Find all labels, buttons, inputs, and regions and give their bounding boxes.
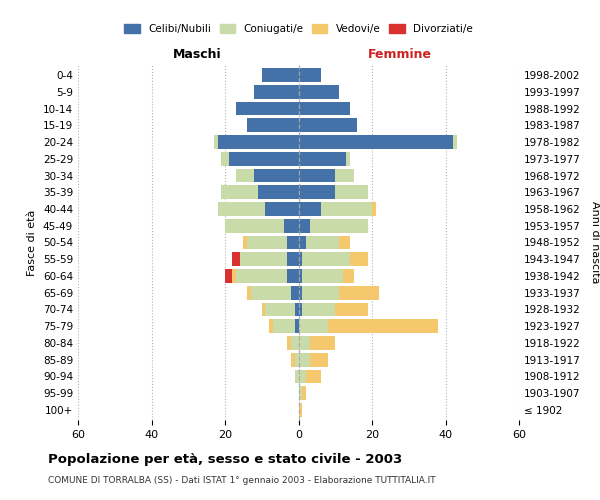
Text: Maschi: Maschi (173, 48, 221, 62)
Bar (299, 135, 453, 149)
Bar (306, 236, 339, 250)
Bar (310, 219, 368, 232)
Bar (295, 370, 299, 384)
Bar (299, 219, 310, 232)
Bar (262, 302, 265, 316)
Bar (339, 236, 350, 250)
Bar (254, 85, 299, 98)
Bar (232, 269, 236, 283)
Bar (310, 353, 328, 366)
Bar (232, 252, 240, 266)
Bar (265, 302, 295, 316)
Bar (299, 336, 310, 350)
Bar (265, 202, 299, 216)
Bar (295, 302, 299, 316)
Bar (335, 168, 353, 182)
Bar (247, 286, 251, 300)
Bar (254, 168, 299, 182)
Bar (302, 252, 350, 266)
Bar (299, 386, 302, 400)
Bar (299, 202, 320, 216)
Bar (229, 152, 299, 166)
Bar (299, 403, 302, 417)
Bar (299, 118, 358, 132)
Bar (287, 336, 291, 350)
Bar (269, 320, 273, 333)
Bar (299, 152, 346, 166)
Bar (225, 219, 284, 232)
Bar (335, 186, 368, 199)
Bar (225, 269, 232, 283)
Bar (247, 236, 287, 250)
Bar (299, 302, 302, 316)
Bar (299, 85, 339, 98)
Bar (328, 320, 438, 333)
Bar (299, 252, 302, 266)
Bar (350, 252, 368, 266)
Bar (302, 302, 335, 316)
Bar (295, 320, 299, 333)
Bar (287, 236, 299, 250)
Bar (214, 135, 218, 149)
Text: COMUNE DI TORRALBA (SS) - Dati ISTAT 1° gennaio 2003 - Elaborazione TUTTITALIA.I: COMUNE DI TORRALBA (SS) - Dati ISTAT 1° … (48, 476, 436, 485)
Bar (284, 219, 299, 232)
Bar (299, 269, 302, 283)
Bar (247, 118, 299, 132)
Bar (299, 102, 350, 116)
Bar (299, 370, 306, 384)
Bar (343, 269, 353, 283)
Bar (299, 236, 306, 250)
Bar (240, 252, 287, 266)
Bar (302, 386, 306, 400)
Bar (251, 286, 291, 300)
Bar (287, 269, 299, 283)
Y-axis label: Anni di nascita: Anni di nascita (590, 201, 600, 284)
Bar (372, 202, 376, 216)
Bar (262, 68, 299, 82)
Bar (299, 186, 335, 199)
Bar (320, 202, 372, 216)
Bar (291, 353, 295, 366)
Bar (302, 286, 339, 300)
Bar (218, 135, 299, 149)
Bar (295, 353, 299, 366)
Bar (299, 168, 335, 182)
Bar (291, 286, 299, 300)
Text: Femmine: Femmine (368, 48, 432, 62)
Bar (244, 236, 247, 250)
Bar (299, 286, 302, 300)
Bar (236, 269, 287, 283)
Bar (299, 68, 320, 82)
Bar (273, 320, 295, 333)
Text: Popolazione per età, sesso e stato civile - 2003: Popolazione per età, sesso e stato civil… (48, 452, 402, 466)
Bar (346, 152, 350, 166)
Bar (218, 202, 265, 216)
Bar (335, 302, 368, 316)
Bar (291, 336, 299, 350)
Bar (310, 336, 335, 350)
Bar (221, 186, 258, 199)
Bar (299, 353, 310, 366)
Bar (299, 320, 328, 333)
Bar (306, 370, 320, 384)
Bar (236, 102, 299, 116)
Bar (302, 269, 343, 283)
Bar (339, 286, 379, 300)
Bar (221, 152, 229, 166)
Legend: Celibi/Nubili, Coniugati/e, Vedovi/e, Divorziati/e: Celibi/Nubili, Coniugati/e, Vedovi/e, Di… (124, 24, 473, 34)
Bar (236, 168, 254, 182)
Bar (258, 186, 299, 199)
Y-axis label: Fasce di età: Fasce di età (28, 210, 37, 276)
Bar (453, 135, 457, 149)
Bar (287, 252, 299, 266)
